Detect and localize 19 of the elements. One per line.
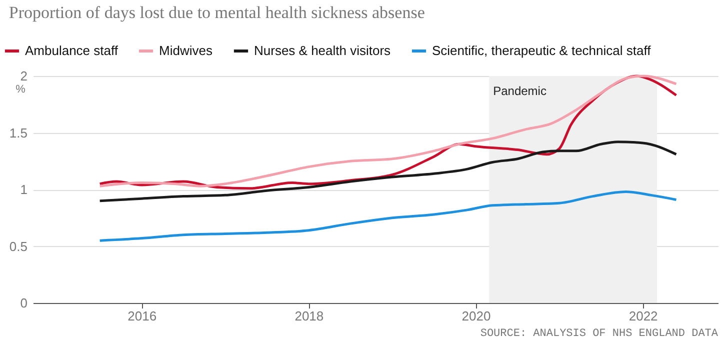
x-tick-label: 2016 [128,308,157,324]
y-axis-title: % [16,84,26,96]
x-tick-label: 2018 [294,308,324,324]
line-series [98,190,678,242]
y-tick-label: 1.5 [9,125,28,140]
y-tick-label: 1 [20,182,28,197]
chart-title: Proportion of days lost due to mental health sickness absense [8,3,425,22]
y-tick-label: 2 [20,68,28,84]
source-note: SOURCE: ANALYSIS OF NHS ENGLAND DATA [480,328,718,340]
band-label: Pandemic [493,84,546,98]
x-tick-label: 2022 [628,308,658,324]
legend-label: Midwives [159,43,213,58]
y-tick-label: 0.5 [9,238,28,254]
x-tick-label: 2020 [462,308,491,324]
line-series [98,140,678,202]
y-tick-label: 0 [20,296,28,310]
legend-label: Scientific, therapeutic & technical staff [432,43,652,58]
legend-label: Nurses & health visitors [254,43,392,58]
legend-label: Ambulance staff [25,43,118,58]
